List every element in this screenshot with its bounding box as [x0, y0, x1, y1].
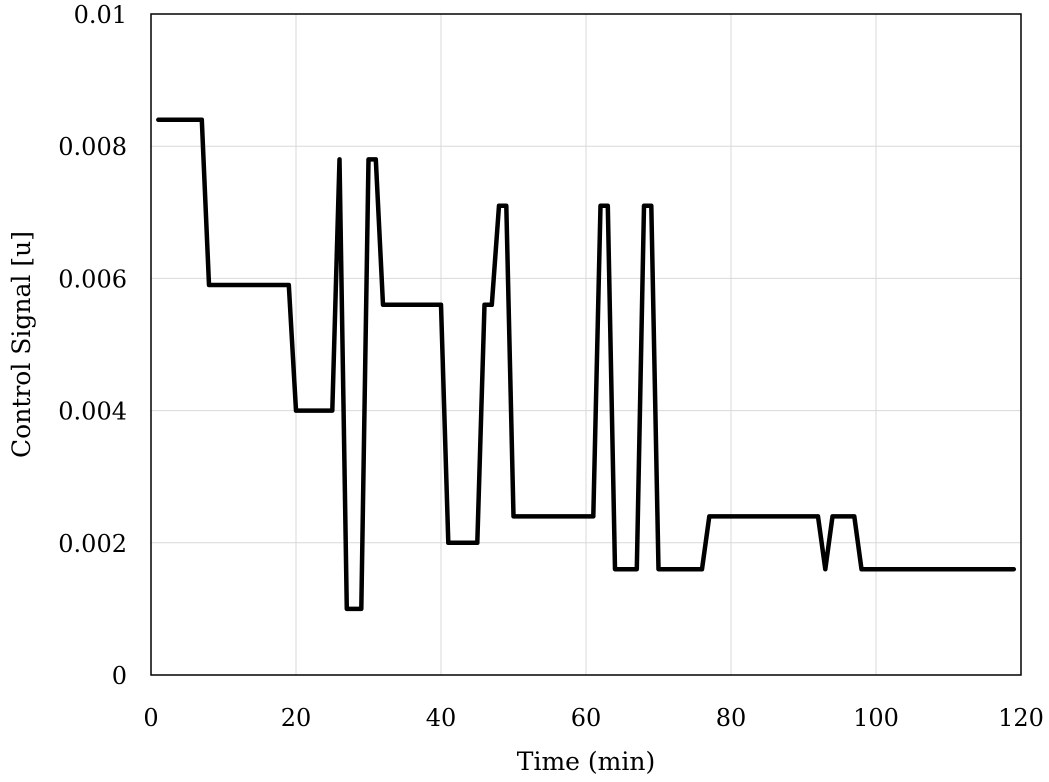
y-tick-label: 0.006 — [58, 265, 127, 293]
series-layer — [156, 117, 1017, 612]
y-tick-label: 0 — [112, 662, 127, 690]
x-axis-ticks: 0 20 40 60 80 100 120 — [143, 704, 1044, 732]
y-axis-title: Control Signal [u] — [7, 231, 36, 458]
y-tick-label: 0.002 — [58, 530, 127, 558]
y-tick-label: 0.008 — [58, 133, 127, 161]
x-gridlines — [150, 14, 1022, 675]
y-axis-ticks: 0 0.002 0.004 0.006 0.008 0.01 — [58, 1, 127, 690]
x-tick-label: 120 — [998, 704, 1044, 732]
x-tick-label: 20 — [281, 704, 312, 732]
x-tick-label: 60 — [571, 704, 602, 732]
x-tick-label: 40 — [426, 704, 457, 732]
x-tick-label: 0 — [143, 704, 158, 732]
plot-area — [150, 13, 1022, 676]
y-tick-label: 0.01 — [74, 1, 127, 29]
x-tick-label: 100 — [853, 704, 899, 732]
y-tick-label: 0.004 — [58, 398, 127, 426]
x-axis-title: Time (min) — [517, 747, 655, 776]
x-tick-label: 80 — [716, 704, 747, 732]
series-line — [156, 117, 1017, 612]
